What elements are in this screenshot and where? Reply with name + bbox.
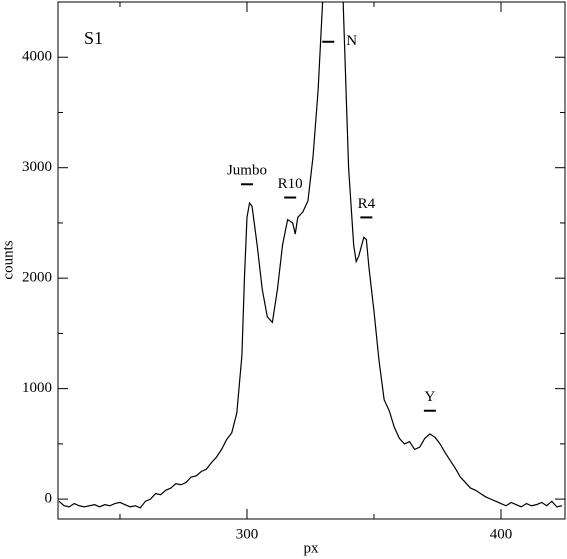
y-tick-label: 1000	[22, 380, 52, 396]
panel-label: S1	[84, 28, 103, 48]
annotation-label: Jumbo	[227, 163, 267, 179]
annotation-label: R10	[278, 176, 303, 192]
x-tick-label: 400	[490, 526, 513, 542]
annotation-label: R4	[358, 196, 376, 212]
x-axis-label: px	[304, 540, 320, 556]
y-tick-label: 2000	[22, 270, 52, 286]
data-line	[58, 2, 563, 509]
y-tick-label: 3000	[22, 159, 52, 175]
y-axis-label: counts	[0, 240, 16, 279]
annotation-label: Y	[424, 389, 435, 405]
x-tick-label: 300	[236, 526, 259, 542]
y-tick-label: 4000	[22, 49, 52, 65]
plot-frame	[57, 1, 566, 520]
annotation-label: N	[346, 33, 357, 49]
plot-area	[58, 2, 563, 509]
y-tick-label: 0	[45, 491, 53, 507]
